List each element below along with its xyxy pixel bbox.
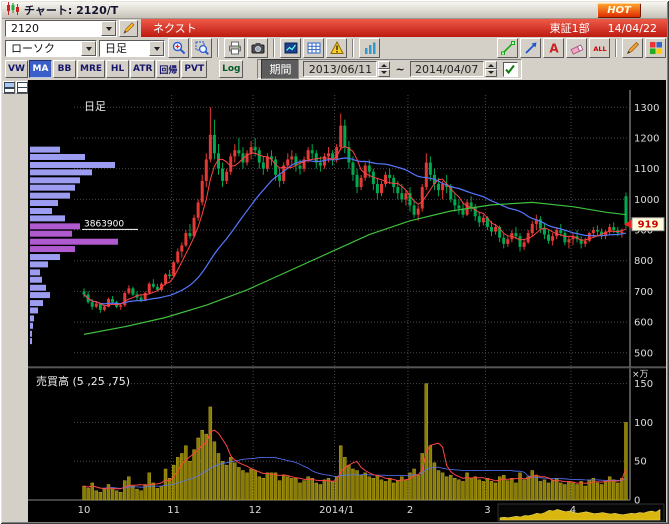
indicator-button-bb[interactable]: BB <box>53 60 76 78</box>
svg-text:日足: 日足 <box>84 100 106 113</box>
indicator-button-atr[interactable]: ATR <box>130 60 155 78</box>
svg-text:4: 4 <box>570 505 576 516</box>
trendline-icon[interactable] <box>497 38 518 58</box>
toolbar-separator <box>217 39 219 57</box>
indicator-button-mre[interactable]: MRE <box>77 60 105 78</box>
svg-text:10: 10 <box>78 505 91 516</box>
zoom-in-icon[interactable] <box>168 38 189 58</box>
svg-text:50: 50 <box>634 457 647 468</box>
print-icon[interactable] <box>224 38 245 58</box>
titlebar: チャート: 2120/T HOT <box>2 2 667 19</box>
chart-window: チャート: 2120/T HOT 2120 ネクスト 東証1部 14/04/22… <box>0 0 669 524</box>
pane-layout-split-button[interactable] <box>16 81 28 94</box>
symbol-bar: 2120 ネクスト 東証1部 14/04/22 <box>2 19 667 37</box>
exchange-label: 東証1部 <box>550 20 590 36</box>
svg-text:12: 12 <box>249 505 262 516</box>
indicator-button-pvt[interactable]: PVT <box>181 60 207 78</box>
svg-text:×万: ×万 <box>632 370 649 380</box>
text-icon[interactable]: A <box>543 38 564 58</box>
svg-text:1200: 1200 <box>634 133 659 144</box>
svg-text:2014/1: 2014/1 <box>319 505 354 516</box>
period-label: 期間 <box>261 59 299 79</box>
indicator-button-ma[interactable]: MA <box>29 60 52 78</box>
pen-icon[interactable] <box>622 38 643 58</box>
chart-area[interactable]: 1300120011001000900800700600500150100500… <box>28 80 666 522</box>
chevron-down-icon[interactable] <box>149 41 164 56</box>
svg-text:919: 919 <box>638 220 659 231</box>
svg-text:500: 500 <box>634 348 653 359</box>
svg-text:1100: 1100 <box>634 164 659 175</box>
svg-text:800: 800 <box>634 256 653 267</box>
palette-icon[interactable] <box>645 38 666 58</box>
toolbar-separator <box>352 39 354 57</box>
date-from-spinner <box>378 61 390 77</box>
clear-all-icon[interactable]: ALL <box>589 38 610 58</box>
grid-icon[interactable] <box>303 38 324 58</box>
chart-type-combobox[interactable]: ローソク <box>5 40 97 57</box>
timeframe-value: 日足 <box>100 40 149 56</box>
symbol-edit-button[interactable] <box>119 20 138 37</box>
spin-down-icon[interactable] <box>378 69 390 77</box>
range-tilde: ~ <box>395 63 404 76</box>
indicator-button-回帰[interactable]: 回帰 <box>156 60 180 78</box>
indicator-toolbar: VWMABBMREHLATR回帰PVT Log 期間 2013/06/11 ~ … <box>2 59 667 79</box>
log-scale-button[interactable]: Log <box>219 60 243 78</box>
toolbar-separator <box>615 39 617 57</box>
svg-text:11: 11 <box>167 505 180 516</box>
date-from-field[interactable]: 2013/06/11 <box>303 61 377 77</box>
spin-up-icon[interactable] <box>378 61 390 69</box>
date-to-spinner <box>485 61 497 77</box>
instrument-name: ネクスト <box>153 20 197 36</box>
timeframe-combobox[interactable]: 日足 <box>99 40 165 57</box>
alert-icon[interactable] <box>326 38 347 58</box>
toolbar-right-icons: A ALL <box>496 38 667 58</box>
svg-text:100: 100 <box>634 418 653 429</box>
indicator-buttons: VWMABBMREHLATR回帰PVT <box>5 60 208 78</box>
date-label: 14/04/22 <box>608 22 657 35</box>
toolbar-separator <box>273 39 275 57</box>
date-to-field[interactable]: 2014/04/07 <box>410 61 484 77</box>
svg-text:600: 600 <box>634 318 653 329</box>
board-icon[interactable] <box>280 38 301 58</box>
chart-type-value: ローソク <box>6 40 81 56</box>
pane-layout-top-button[interactable] <box>3 81 15 94</box>
svg-text:1300: 1300 <box>634 103 659 114</box>
indicator-button-vw[interactable]: VW <box>5 60 28 78</box>
svg-text:売買高 (5 ,25 ,75): 売買高 (5 ,25 ,75) <box>36 374 130 388</box>
eraser-icon[interactable] <box>566 38 587 58</box>
hot-button[interactable]: HOT <box>597 3 641 18</box>
chart-mode-icon[interactable] <box>359 38 380 58</box>
svg-text:700: 700 <box>634 287 653 298</box>
symbol-combobox[interactable]: 2120 <box>5 20 117 37</box>
zoom-area-icon[interactable] <box>191 38 212 58</box>
camera-icon[interactable] <box>247 38 268 58</box>
instrument-banner: ネクスト 東証1部 14/04/22 <box>141 19 667 37</box>
window-title: チャート: 2120/T <box>24 2 118 18</box>
candlestick-app-icon <box>6 2 20 18</box>
chevron-down-icon[interactable] <box>101 21 116 36</box>
chevron-down-icon[interactable] <box>81 41 96 56</box>
svg-text:ALL: ALL <box>593 45 606 53</box>
svg-text:A: A <box>549 42 559 56</box>
svg-text:3863900: 3863900 <box>84 219 124 229</box>
svg-text:3: 3 <box>484 505 490 516</box>
svg-text:150: 150 <box>634 379 653 390</box>
main-toolbar: ローソク 日足 A ALL <box>2 38 667 58</box>
price-volume-chart[interactable]: 1300120011001000900800700600500150100500… <box>28 80 666 522</box>
toolbar-left-icons <box>167 38 381 58</box>
spin-up-icon[interactable] <box>485 61 497 69</box>
svg-text:1000: 1000 <box>634 195 659 206</box>
period-panel: 期間 2013/06/11 ~ 2014/04/07 <box>257 59 521 79</box>
indicator-button-hl[interactable]: HL <box>106 60 129 78</box>
spin-down-icon[interactable] <box>485 69 497 77</box>
symbol-value: 2120 <box>6 22 101 35</box>
svg-text:2: 2 <box>407 505 413 516</box>
arrow-icon[interactable] <box>520 38 541 58</box>
period-checkbox[interactable] <box>503 62 518 77</box>
left-sidebar <box>2 80 28 522</box>
